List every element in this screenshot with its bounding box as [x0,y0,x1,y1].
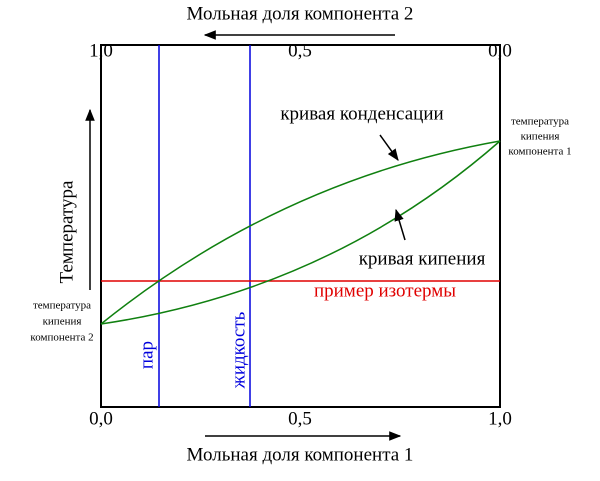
isotherm-label: пример изотермы [314,280,456,301]
vapor-label: пар [136,341,157,369]
boiling-curve [100,140,501,325]
top-tick: 0,0 [488,40,512,61]
bottom-tick: 1,0 [488,408,512,429]
bottom-tick: 0,0 [89,408,113,429]
plot-frame [100,44,501,408]
condensation-pointer [379,134,399,161]
top-axis-title: Мольная доля компонента 2 [187,3,414,24]
boiling-pointer [394,208,406,241]
bottom-tick: 0,5 [288,408,312,429]
condensation-curve [100,140,501,325]
component2-note: кипения [43,316,82,328]
component2-note: температура [33,300,91,312]
component1-note: компонента 1 [508,146,571,158]
left-axis-title: Температура [56,180,77,283]
condensation-label: кривая конденсации [280,103,443,124]
liquid-label: жидкость [228,311,249,389]
bottom-axis-title: Мольная доля компонента 1 [187,444,414,465]
component1-note: температура [511,116,569,128]
boiling-label: кривая кипения [359,248,486,269]
component1-note: кипения [521,131,560,143]
top-tick: 1,0 [89,40,113,61]
component2-note: компонента 2 [30,332,93,344]
top-tick: 0,5 [288,40,312,61]
